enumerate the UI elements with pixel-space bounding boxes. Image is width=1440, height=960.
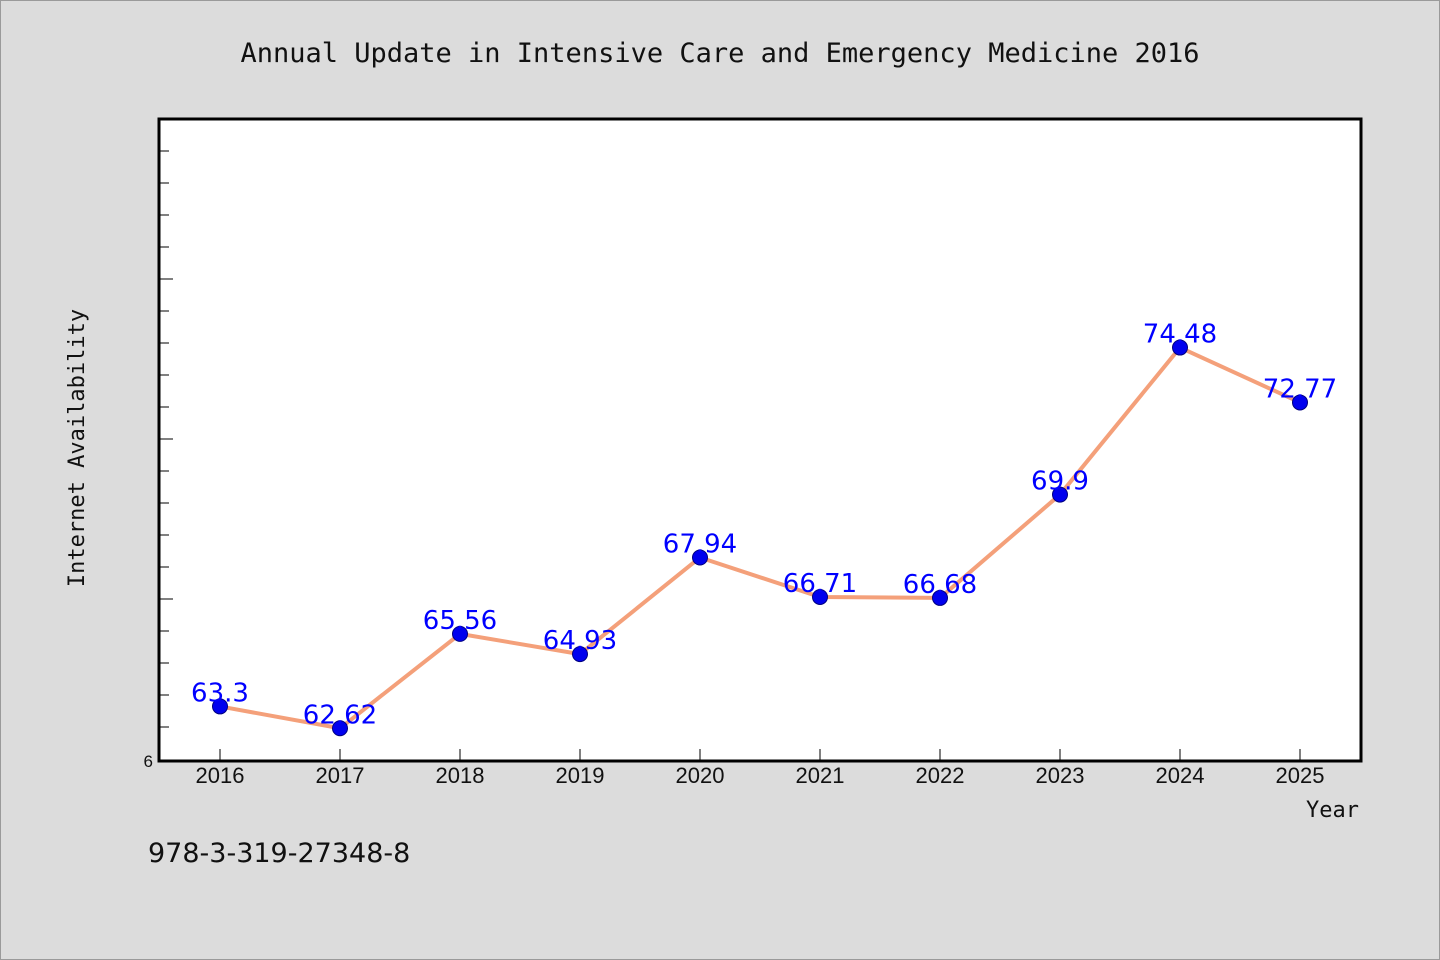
data-point-marker	[1292, 394, 1308, 411]
data-point-marker	[212, 698, 228, 715]
data-point-marker	[572, 646, 588, 663]
data-point-marker	[932, 589, 948, 606]
data-label: 64.93	[543, 626, 617, 656]
y-axis-label: Internet Availability	[65, 309, 90, 587]
x-tick-label: 2020	[676, 763, 725, 788]
isbn-text: 978-3-319-27348-8	[148, 838, 410, 869]
x-tick-label: 2025	[1276, 763, 1325, 788]
x-tick-label: 2019	[556, 763, 605, 788]
x-axis-ticks: 2016 2017 2018 2019 2020 2021 2022 2023 2024 2025	[196, 749, 1325, 788]
y-axis-ticks: 6	[144, 150, 173, 771]
data-label: 74.48	[1143, 320, 1217, 350]
data-label: 66.68	[903, 570, 977, 600]
data-point-marker	[1052, 486, 1068, 503]
x-tick-label: 2022	[916, 763, 965, 788]
data-point-marker	[452, 625, 468, 642]
data-point-marker	[692, 549, 708, 566]
x-tick-label: 2016	[196, 763, 245, 788]
y-tick-label: 6	[144, 752, 153, 771]
data-point-marker	[812, 588, 828, 605]
data-label: 69.9	[1031, 467, 1089, 497]
x-tick-label: 2021	[796, 763, 845, 788]
x-tick-label: 2018	[436, 763, 485, 788]
plot-area	[157, 117, 1363, 763]
chart-title: Annual Update in Intensive Care and Emer…	[240, 38, 1199, 69]
data-point-marker	[332, 720, 348, 737]
data-label: 72.77	[1263, 374, 1337, 404]
data-point-marker	[1172, 339, 1188, 356]
data-label: 65.56	[423, 606, 497, 636]
series-line	[219, 345, 1301, 731]
data-label: 67.94	[663, 529, 737, 559]
x-axis-label: Year	[1306, 798, 1359, 823]
series-group: 63.3 62.62 65.56 64.93 67.94 66.71 66.68 69.9 74…	[191, 320, 1337, 737]
data-label: 63.3	[191, 678, 249, 708]
x-tick-label: 2023	[1036, 763, 1085, 788]
data-label: 62.62	[303, 700, 377, 730]
x-tick-label: 2024	[1156, 763, 1205, 788]
data-label: 66.71	[783, 569, 857, 599]
x-tick-label: 2017	[316, 763, 365, 788]
